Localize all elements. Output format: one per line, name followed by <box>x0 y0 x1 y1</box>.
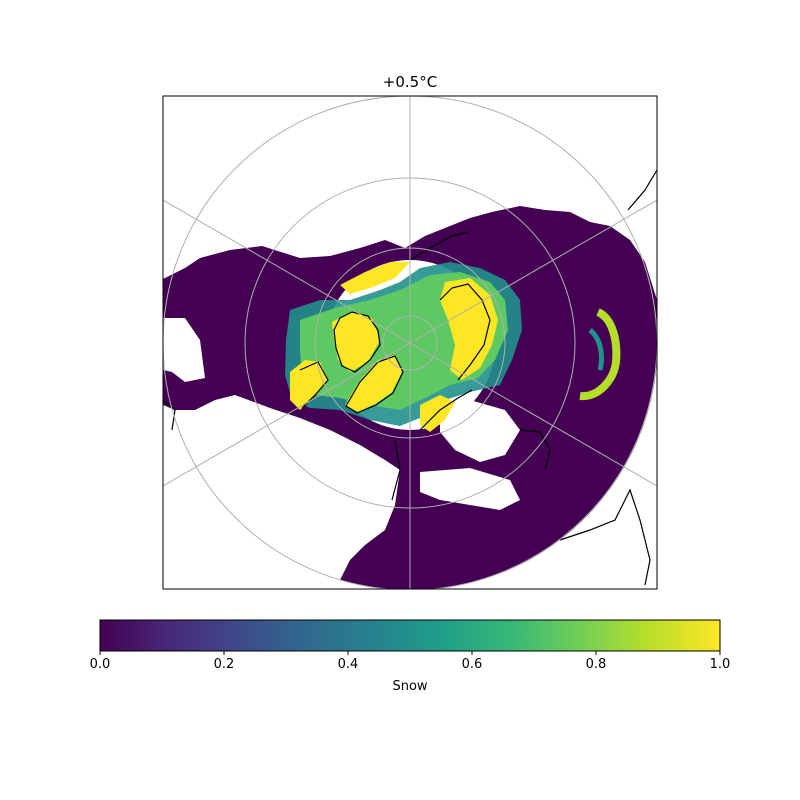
colorbar-tick-label: 0.6 <box>461 657 483 672</box>
snow-field-high-north <box>340 262 410 294</box>
map-title: +0.5°C <box>382 73 438 91</box>
snow-field-high-west <box>290 360 328 410</box>
snow-gap-south <box>420 468 520 510</box>
coastlines <box>163 169 657 586</box>
arctic-island-region <box>332 312 380 372</box>
colorbar-tick-label: 0.2 <box>213 657 235 672</box>
snow-field-low <box>163 206 657 589</box>
snow-gap-west <box>163 318 205 382</box>
snow-ring-east <box>579 308 621 401</box>
colorbar-ticks <box>99 651 721 655</box>
snow-gap-southeast <box>440 400 520 462</box>
colorbar-tick-label: 1.0 <box>709 657 731 672</box>
polar-ice-region <box>345 355 402 412</box>
colorbar-tick-label: 0.8 <box>585 657 607 672</box>
map-axes-frame <box>162 95 658 590</box>
map-plot-area <box>163 96 657 589</box>
colorbar-tick-label: 0.4 <box>337 657 359 672</box>
gridlines <box>163 96 657 589</box>
snow-field-high-southeast <box>420 395 455 432</box>
snow-ring-east-inner <box>588 328 605 371</box>
colorbar <box>99 619 721 652</box>
colorbar-tick-label: 0.0 <box>89 657 111 672</box>
colorbar-label: Snow <box>392 679 428 694</box>
